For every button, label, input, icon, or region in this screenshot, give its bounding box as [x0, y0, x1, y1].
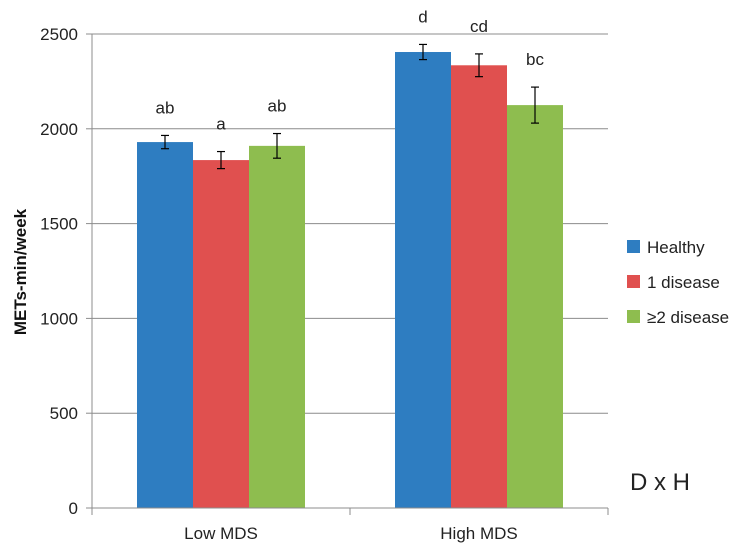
x-axis: [91, 34, 609, 515]
x-category-label-1: High MDS: [440, 524, 517, 543]
bar-0-2: [249, 145, 305, 508]
significance-label-1-2: bc: [526, 50, 544, 69]
y-axis-ticks: 0 500 1000 1500 2000 2500: [40, 25, 92, 518]
significance-label-0-0: ab: [156, 98, 175, 117]
significance-labels: ab a ab d cd bc: [156, 7, 545, 133]
y-tick-label-4: 2000: [40, 120, 78, 139]
legend: Healthy 1 disease ≥2 disease: [627, 238, 729, 327]
category-labels: Low MDS High MDS: [184, 524, 518, 543]
y-tick-label-2: 1000: [40, 309, 78, 328]
y-tick-label-5: 2500: [40, 25, 78, 44]
x-category-label-0: Low MDS: [184, 524, 258, 543]
legend-swatch-1: [627, 275, 640, 288]
legend-label-2: ≥2 disease: [647, 308, 729, 327]
y-tick-label-0: 0: [69, 499, 78, 518]
significance-label-0-2: ab: [268, 97, 287, 116]
chart-annotation: D x H: [630, 469, 690, 496]
significance-label-1-1: cd: [470, 17, 488, 36]
bar-0-0: [137, 142, 193, 508]
y-axis-title: METs-min/week: [11, 208, 30, 335]
bar-1-1: [451, 65, 507, 508]
error-bars: [161, 43, 539, 170]
bar-1-0: [395, 52, 451, 509]
y-tick-label-3: 1500: [40, 215, 78, 234]
legend-swatch-2: [627, 310, 640, 323]
bar-1-2: [507, 105, 563, 508]
bar-0-1: [193, 160, 249, 509]
significance-label-1-0: d: [418, 7, 427, 26]
legend-label-0: Healthy: [647, 238, 705, 257]
legend-swatch-0: [627, 240, 640, 253]
significance-label-0-1: a: [216, 115, 226, 134]
legend-label-1: 1 disease: [647, 273, 720, 292]
bars: [137, 52, 563, 509]
y-tick-label-1: 500: [50, 404, 78, 423]
